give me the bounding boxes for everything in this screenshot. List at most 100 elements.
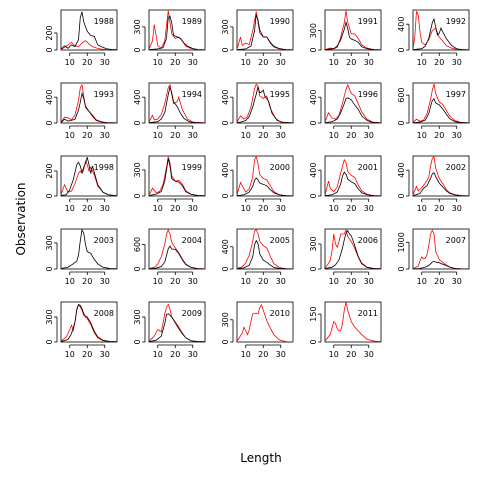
x-tick-label: 10 [65, 277, 75, 286]
panel-2007: 10 20 30 0 1000 2007 [397, 228, 470, 286]
series-black-line [61, 91, 117, 123]
y-tick-label: 0 [309, 266, 318, 271]
x-tick-label: 30 [452, 58, 462, 67]
x-tick-label: 30 [100, 277, 110, 286]
x-tick-label: 20 [82, 350, 92, 359]
y-tick-label: 0 [45, 193, 54, 198]
x-tick-label: 10 [329, 131, 339, 140]
x-tick-label: 20 [434, 277, 444, 286]
x-tick-label: 30 [188, 131, 198, 140]
y-tick-label: 0 [45, 120, 54, 125]
panel-frame [412, 155, 470, 197]
y-tick-label: 400 [397, 17, 406, 32]
x-tick-label: 20 [434, 204, 444, 213]
panel-year-label: 1999 [182, 163, 202, 172]
series-black-line [237, 85, 293, 123]
x-tick-label: 30 [364, 350, 374, 359]
panel-frame [412, 82, 470, 124]
panel-year-label: 1992 [446, 17, 466, 26]
x-tick-label: 20 [82, 204, 92, 213]
y-tick-label: 400 [133, 90, 142, 105]
x-tick-label: 10 [417, 131, 427, 140]
panel-year-label: 1993 [94, 90, 114, 99]
y-tick-label: 0 [45, 266, 54, 271]
panel-frame [412, 9, 470, 51]
panel-2005: 10 20 30 0 400 2005 [221, 228, 294, 286]
x-tick-label: 10 [153, 58, 163, 67]
series-red-line [237, 156, 293, 196]
series-black-line [149, 313, 205, 342]
panel-frame [324, 9, 382, 51]
x-tick-label: 30 [276, 131, 286, 140]
y-tick-label: 300 [133, 162, 142, 177]
y-tick-label: 200 [45, 163, 54, 178]
x-tick-label: 10 [65, 350, 75, 359]
panel-frame [324, 82, 382, 124]
series-red-line [325, 158, 381, 196]
panel-year-label: 2001 [358, 163, 378, 172]
y-tick-label: 0 [133, 339, 142, 344]
y-tick-label: 300 [309, 236, 318, 251]
y-tick-label: 0 [221, 120, 230, 125]
panel-2000: 10 20 30 0 400 2000 [221, 155, 294, 213]
series-red-line [325, 302, 381, 342]
x-tick-label: 20 [346, 204, 356, 213]
y-tick-label: 200 [45, 25, 54, 40]
x-tick-label: 30 [276, 204, 286, 213]
series-red-line [413, 11, 469, 50]
y-tick-label: 0 [221, 339, 230, 344]
panel-year-label: 1990 [270, 17, 290, 26]
x-tick-label: 30 [452, 131, 462, 140]
y-tick-label: 300 [45, 235, 54, 250]
panel-year-label: 2006 [358, 236, 378, 245]
y-tick-label: 0 [309, 120, 318, 125]
panel-frame [412, 228, 470, 270]
series-black-line [325, 229, 381, 269]
panel-year-label: 2010 [270, 309, 290, 318]
panel-frame [236, 228, 294, 270]
x-tick-label: 20 [346, 277, 356, 286]
panel-frame [324, 155, 382, 197]
panel-1998: 10 20 30 0 200 1998 [45, 155, 118, 213]
panel-year-label: 1997 [446, 90, 466, 99]
x-tick-label: 30 [452, 204, 462, 213]
y-tick-label: 0 [397, 47, 406, 52]
x-tick-label: 30 [364, 131, 374, 140]
x-tick-label: 30 [364, 204, 374, 213]
series-black-line [61, 157, 117, 196]
y-tick-label: 0 [221, 266, 230, 271]
x-tick-label: 30 [452, 277, 462, 286]
series-black-line [149, 85, 205, 123]
y-tick-label: 400 [309, 90, 318, 105]
series-black-line [413, 172, 469, 196]
series-black-line [61, 303, 117, 342]
x-tick-label: 10 [329, 58, 339, 67]
panel-year-label: 2002 [446, 163, 466, 172]
series-black-line [325, 20, 381, 50]
series-black-line [149, 158, 205, 196]
panel-year-label: 1996 [358, 90, 378, 99]
panel-frame [148, 228, 206, 270]
x-tick-label: 10 [241, 131, 251, 140]
series-black-line [237, 14, 293, 50]
series-red-line [61, 83, 117, 123]
y-tick-label: 0 [45, 339, 54, 344]
y-tick-label: 0 [133, 266, 142, 271]
x-tick-label: 10 [241, 277, 251, 286]
panel-year-label: 2000 [270, 163, 290, 172]
panel-year-label: 2011 [358, 309, 378, 318]
panel-1995: 10 20 30 0 400 1995 [221, 82, 294, 140]
panel-frame [148, 301, 206, 343]
x-tick-label: 20 [258, 204, 268, 213]
series-black-line [325, 97, 381, 123]
y-tick-label: 0 [309, 339, 318, 344]
series-black-line [61, 11, 117, 50]
x-tick-label: 20 [258, 58, 268, 67]
series-black-line [413, 260, 469, 269]
